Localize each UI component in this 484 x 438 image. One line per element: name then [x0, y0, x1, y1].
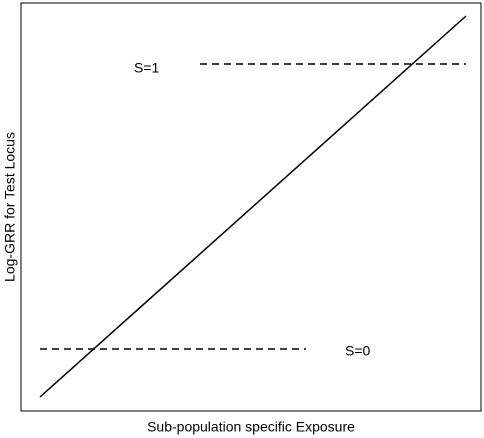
x-axis-label: Sub-population specific Exposure	[147, 419, 355, 435]
plot-frame	[20, 2, 482, 412]
y-axis-label: Log-GRR for Test Locus	[2, 132, 18, 282]
line-label: S=1	[134, 60, 160, 76]
diagonal-line	[39, 15, 467, 398]
line-label: S=0	[345, 343, 371, 359]
